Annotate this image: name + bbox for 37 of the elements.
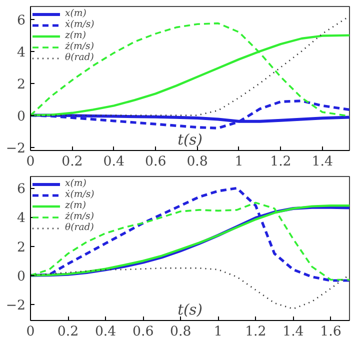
y-tick-label: 2 <box>17 240 26 256</box>
legend-label: x(m) <box>65 8 86 19</box>
y-tick-label: 0 <box>17 269 26 284</box>
y-tick-label: −2 <box>6 298 26 314</box>
x-tick-label: 0.6 <box>132 324 154 340</box>
x-axis-title: t(s) <box>178 132 203 148</box>
y-tick-label: 0 <box>17 109 26 124</box>
x-tick-label: 1.4 <box>282 324 304 340</box>
y-tick-label: 4 <box>17 211 26 226</box>
x-tick-label: 0.6 <box>145 154 166 170</box>
legend-label: z(m) <box>65 30 86 41</box>
legend-label: z(m) <box>65 200 86 211</box>
x-tick-label: 1.6 <box>320 324 342 340</box>
legend-label: ẋ(m/s) <box>65 19 94 30</box>
legend-label: θ(rad) <box>65 52 94 63</box>
x-tick-label: 0.2 <box>62 154 83 170</box>
x-tick-label: 1.2 <box>245 324 266 340</box>
y-tick-label: 2 <box>17 77 26 92</box>
x-tick-label: 1.2 <box>270 154 292 170</box>
legend-label: ż(m/s) <box>65 211 94 222</box>
legend-label: ẋ(m/s) <box>65 189 94 200</box>
legend-label: θ(rad) <box>65 222 94 233</box>
y-tick-label: 4 <box>17 45 26 60</box>
x-axis-title: t(s) <box>178 302 203 318</box>
x-tick-label: 0.8 <box>170 324 192 340</box>
y-tick-label: −2 <box>6 141 26 156</box>
legend-label: x(m) <box>65 178 86 189</box>
y-tick-label: 6 <box>17 182 26 198</box>
x-tick-label: 1 <box>214 324 222 340</box>
legend-label: ż(m/s) <box>65 41 94 52</box>
x-tick-label: 0.2 <box>57 324 79 340</box>
x-tick-label: 0.8 <box>186 154 208 170</box>
x-tick-label: 1.4 <box>312 154 333 170</box>
x-tick-label: 0.4 <box>103 154 125 170</box>
y-tick-label: 6 <box>17 13 26 28</box>
x-tick-label: 1 <box>234 154 244 170</box>
x-tick-label: 0.4 <box>94 324 116 340</box>
